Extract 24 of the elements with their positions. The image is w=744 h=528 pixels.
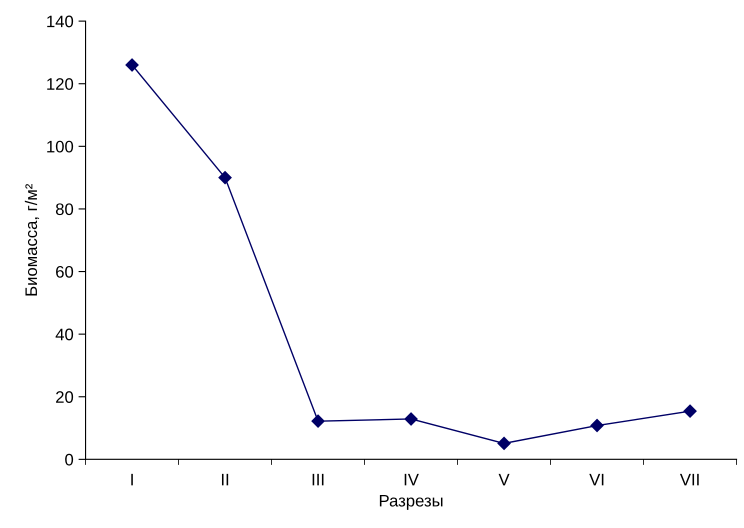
point	[125, 58, 139, 72]
point	[311, 414, 325, 428]
x-tick-label: IV	[404, 474, 419, 486]
x-tick-label: I	[131, 474, 133, 486]
point	[590, 418, 604, 432]
x-tick-label: II	[222, 474, 228, 486]
y-tick-label: 0	[65, 454, 74, 466]
x-axis-title: Разрезы	[380, 494, 442, 510]
y-tick-label: 60	[56, 266, 74, 278]
y-tick-label: 20	[56, 391, 74, 403]
x-tick-label: III	[312, 474, 324, 486]
y-tick-label: 120	[47, 78, 74, 90]
point	[683, 404, 697, 418]
x-tick-label: VII	[680, 474, 699, 486]
y-tick-label: 80	[56, 203, 74, 216]
point	[218, 171, 232, 184]
y-tick-label: 100	[47, 140, 74, 153]
point	[497, 436, 511, 450]
x-tick-label: VI	[589, 474, 604, 486]
point	[404, 412, 418, 426]
y-tick-label: 140	[47, 16, 74, 28]
y-tick-label: 40	[56, 328, 74, 340]
y-axis-title: Биомасса, г/м²	[24, 184, 40, 296]
x-tick-label: V	[498, 474, 510, 486]
